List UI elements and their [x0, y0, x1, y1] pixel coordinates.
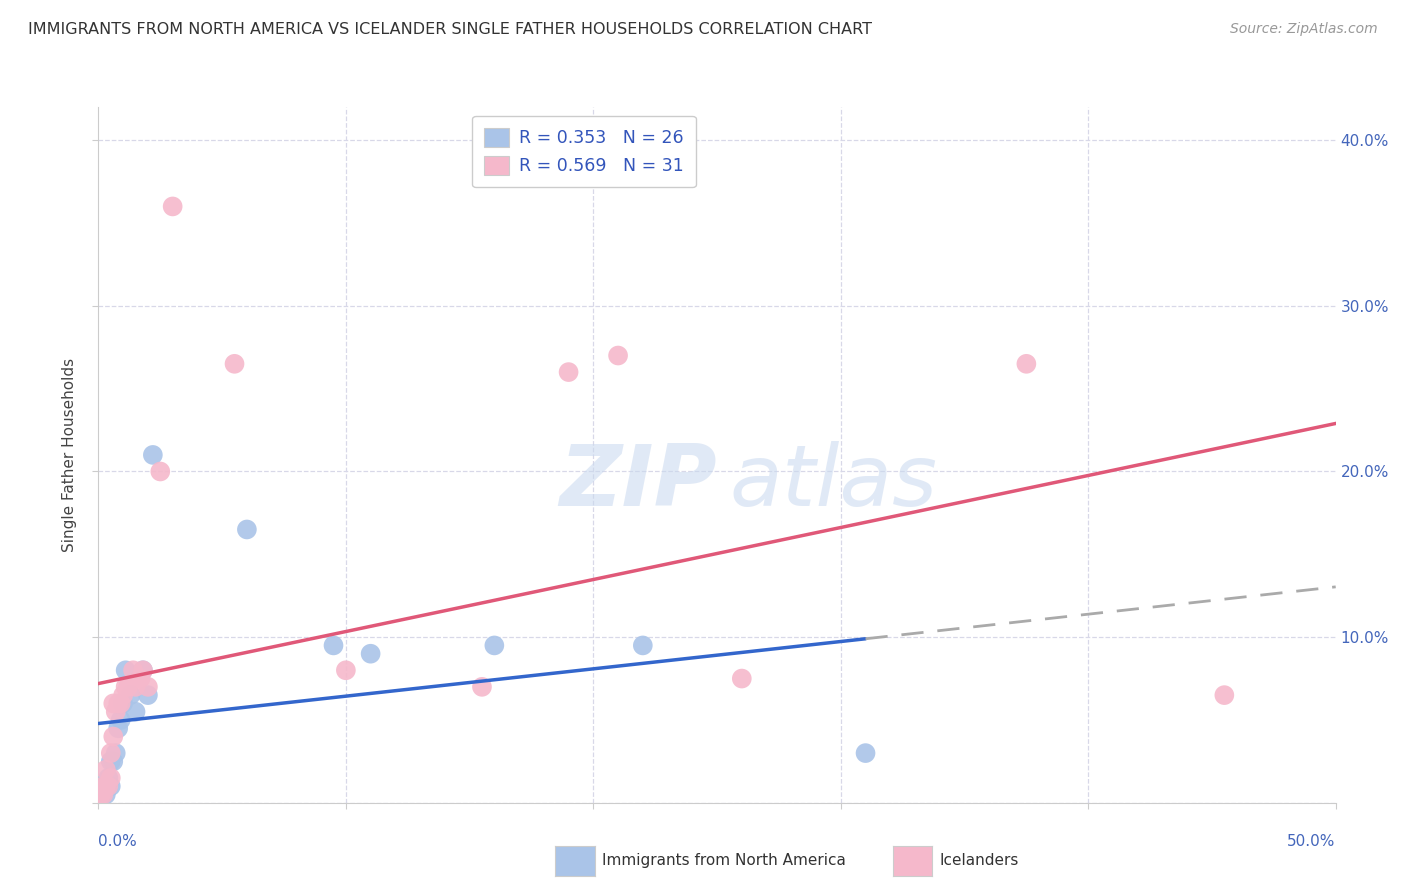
Point — [112, 688, 135, 702]
Point — [132, 663, 155, 677]
Point — [94, 779, 117, 793]
Point — [100, 746, 122, 760]
Text: atlas: atlas — [730, 442, 938, 524]
Point — [607, 349, 630, 363]
Point — [114, 663, 136, 677]
Point — [100, 779, 122, 793]
Point — [94, 763, 117, 777]
Point — [322, 639, 344, 653]
Point — [124, 680, 146, 694]
Point — [149, 465, 172, 479]
Point — [142, 448, 165, 462]
Point — [103, 697, 125, 711]
Point — [557, 365, 579, 379]
Point — [94, 779, 117, 793]
Point — [236, 523, 259, 537]
Point — [114, 680, 136, 694]
Text: Source: ZipAtlas.com: Source: ZipAtlas.com — [1230, 22, 1378, 37]
Text: 0.0%: 0.0% — [98, 834, 138, 849]
Point — [93, 788, 115, 802]
Point — [93, 779, 115, 793]
Point — [117, 680, 139, 694]
Point — [855, 746, 877, 760]
Point — [484, 639, 506, 653]
Point — [94, 788, 117, 802]
Point — [136, 688, 159, 702]
Y-axis label: Single Father Households: Single Father Households — [62, 358, 77, 552]
Point — [132, 663, 155, 677]
Point — [107, 697, 129, 711]
Point — [103, 755, 125, 769]
Point — [136, 680, 159, 694]
Text: ZIP: ZIP — [560, 442, 717, 524]
Point — [1015, 357, 1038, 371]
Text: 50.0%: 50.0% — [1288, 834, 1336, 849]
Point — [110, 697, 132, 711]
Point — [162, 199, 184, 213]
Point — [631, 639, 654, 653]
Point — [124, 705, 146, 719]
Text: Icelanders: Icelanders — [939, 854, 1018, 868]
Point — [731, 672, 754, 686]
Point — [103, 730, 125, 744]
Point — [120, 688, 142, 702]
Point — [112, 697, 135, 711]
Point — [129, 672, 152, 686]
Point — [90, 788, 112, 802]
Text: Immigrants from North America: Immigrants from North America — [602, 854, 845, 868]
Point — [97, 779, 120, 793]
Point — [471, 680, 494, 694]
Point — [100, 771, 122, 785]
Point — [93, 779, 115, 793]
Point — [104, 746, 127, 760]
Point — [97, 779, 120, 793]
Legend: R = 0.353   N = 26, R = 0.569   N = 31: R = 0.353 N = 26, R = 0.569 N = 31 — [472, 116, 696, 187]
Point — [224, 357, 246, 371]
Point — [122, 663, 145, 677]
Point — [1213, 688, 1236, 702]
Point — [90, 788, 112, 802]
Point — [93, 788, 115, 802]
Point — [110, 713, 132, 727]
Point — [335, 663, 357, 677]
Point — [97, 771, 120, 785]
Point — [100, 755, 122, 769]
Point — [107, 721, 129, 735]
Text: IMMIGRANTS FROM NORTH AMERICA VS ICELANDER SINGLE FATHER HOUSEHOLDS CORRELATION : IMMIGRANTS FROM NORTH AMERICA VS ICELAND… — [28, 22, 872, 37]
Point — [360, 647, 382, 661]
Point — [104, 705, 127, 719]
